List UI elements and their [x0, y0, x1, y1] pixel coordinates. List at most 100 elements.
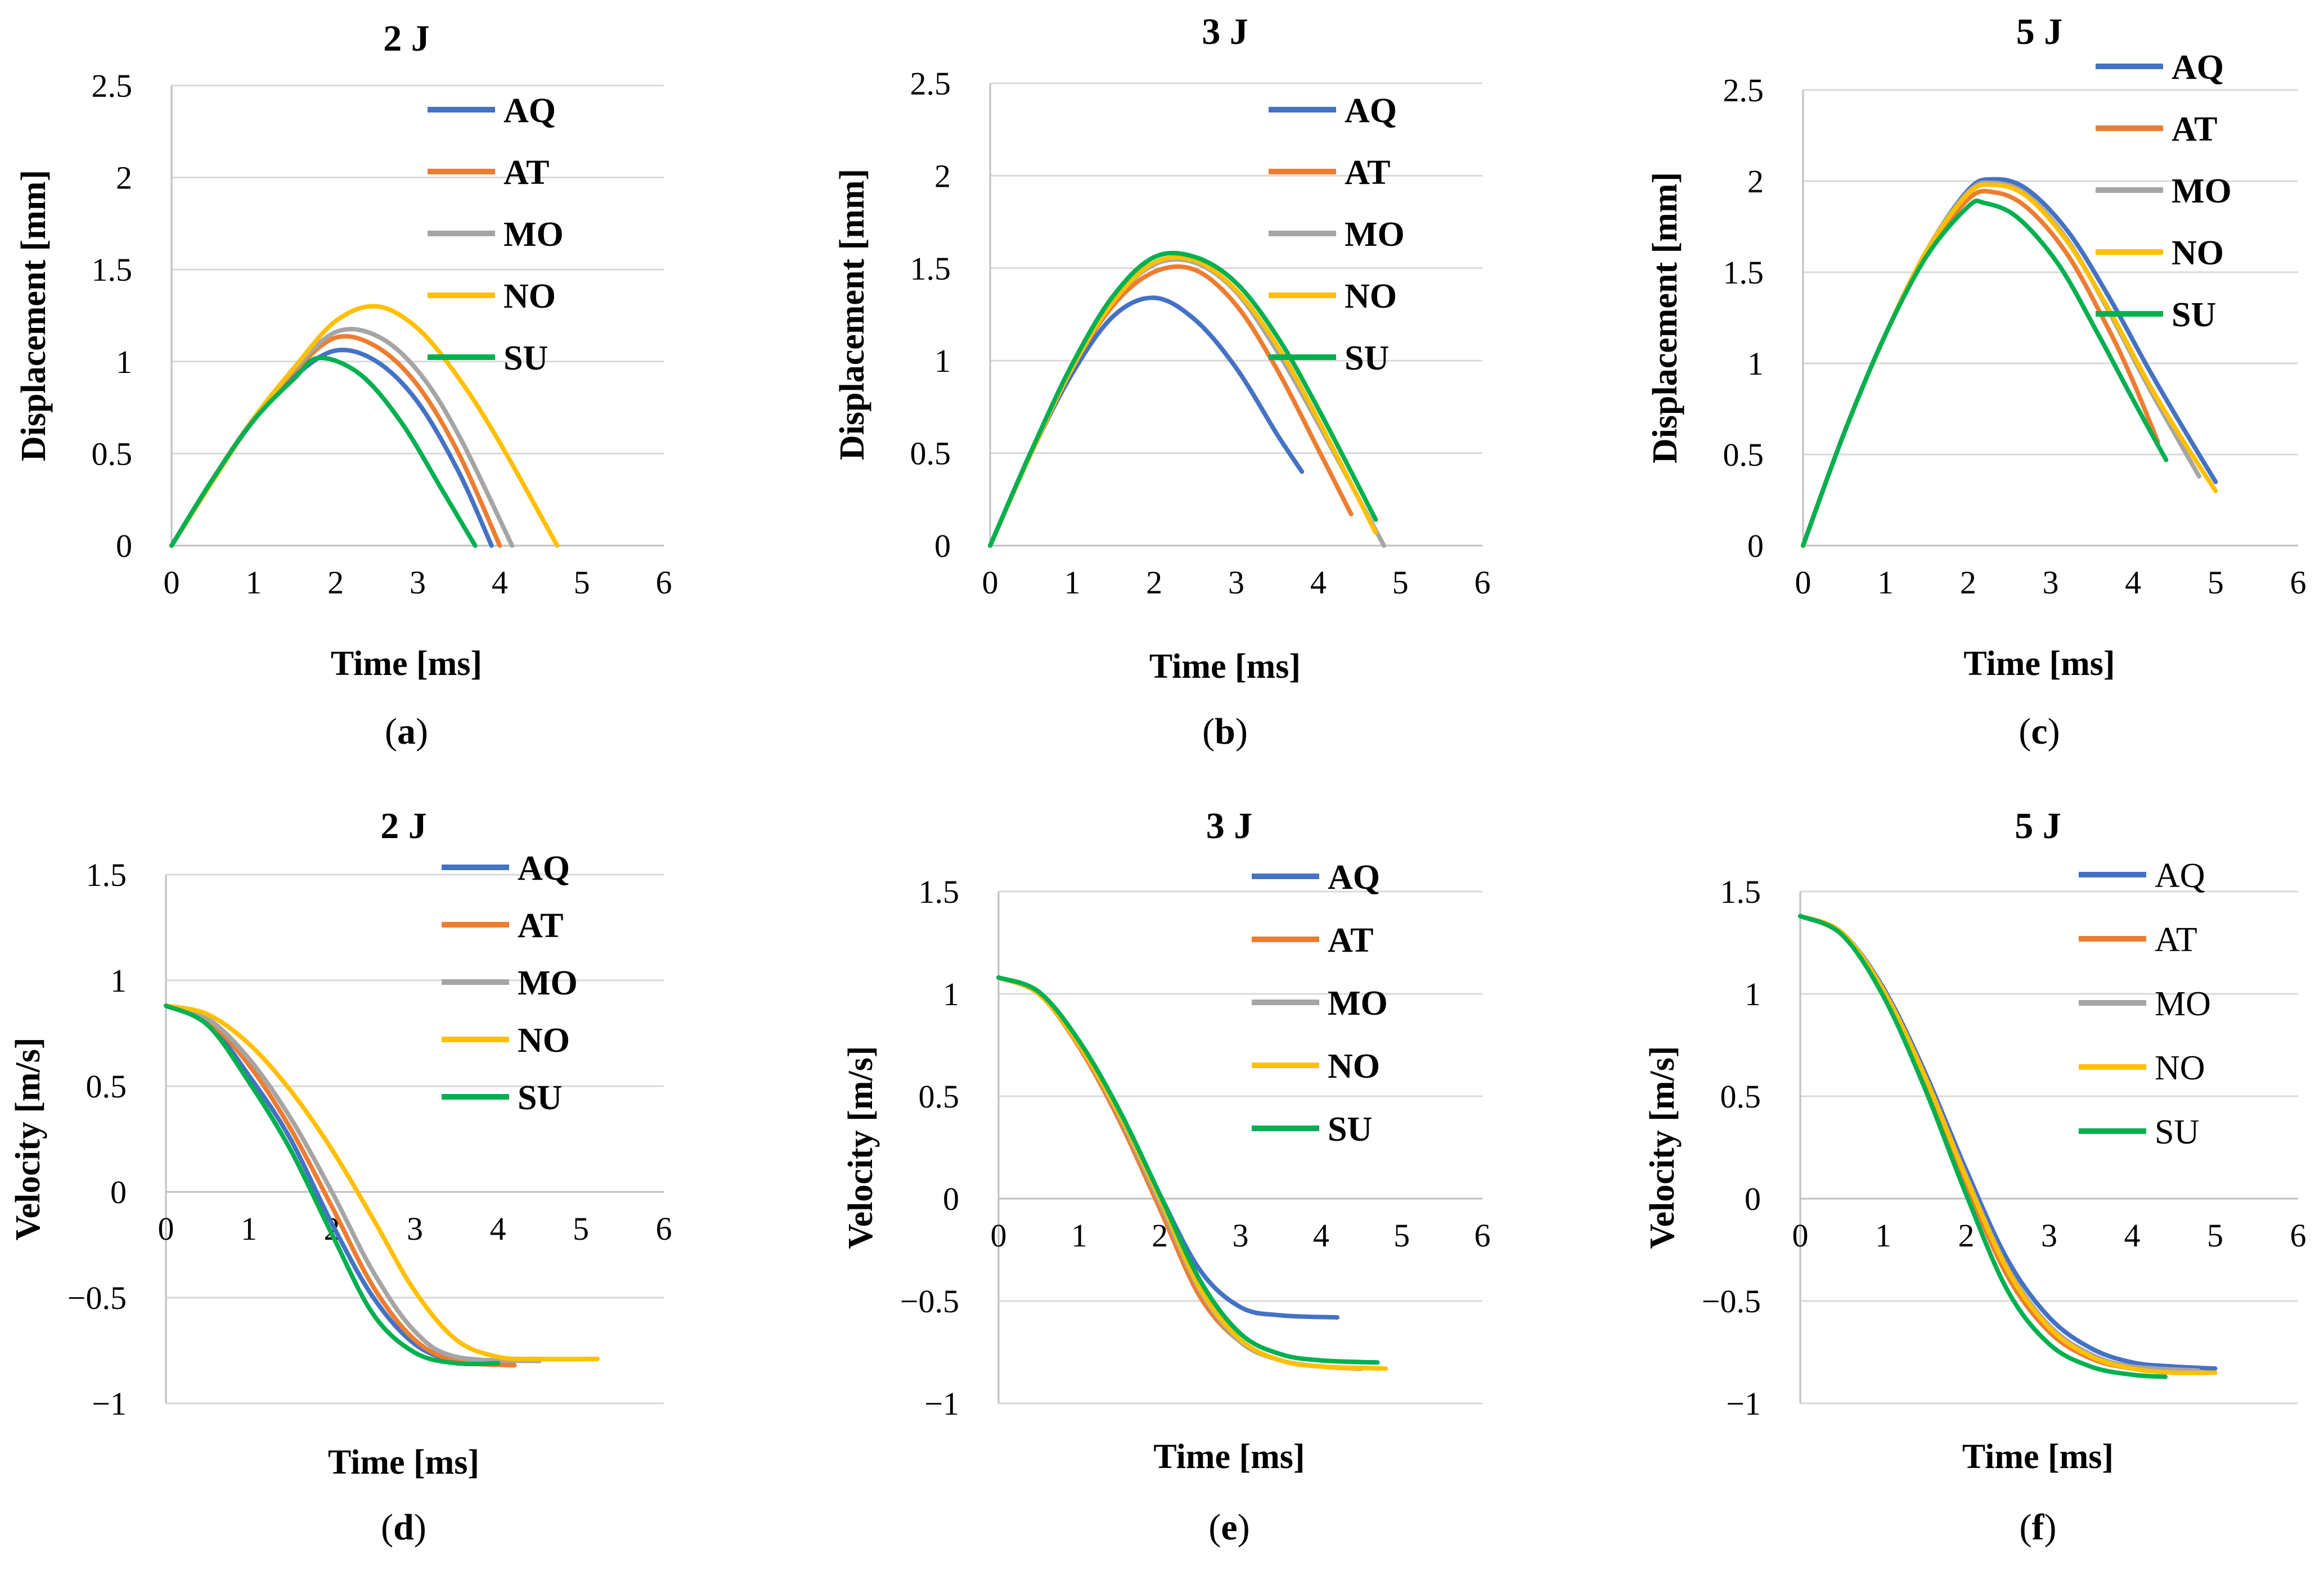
- series-line-aq: [164, 1003, 500, 1365]
- x-tick-label: 4: [2124, 1217, 2141, 1254]
- series-line-su: [988, 250, 1378, 548]
- panel-caption: (f): [2020, 1507, 2057, 1548]
- x-tick-label: 3: [1228, 564, 1244, 601]
- y-tick-label: 1: [1745, 976, 1761, 1012]
- x-tick-label: 0: [164, 564, 180, 601]
- series-line-at: [996, 975, 1364, 1371]
- x-tick-label: 5: [2208, 564, 2224, 601]
- y-tick-label: 0.5: [1720, 1078, 1761, 1115]
- x-tick-label: 5: [1392, 564, 1409, 601]
- legend-label-aq: AQ: [2155, 857, 2205, 895]
- y-tick-label: 1: [943, 976, 959, 1012]
- legend-label-aq: AQ: [1345, 92, 1397, 130]
- y-tick-label: 2.5: [1723, 72, 1764, 109]
- legend-label-at: AT: [1328, 921, 1374, 960]
- series-line-mo: [164, 1003, 542, 1363]
- legend-label-no: NO: [1328, 1047, 1380, 1086]
- x-axis-label: Time [ms]: [1962, 1438, 2114, 1476]
- series-line-aq: [1801, 177, 2218, 548]
- legend-label-no: NO: [504, 277, 556, 316]
- x-tick-label: 3: [1233, 1217, 1249, 1254]
- y-tick-label: 1.5: [919, 874, 960, 910]
- series-line-su: [1801, 199, 2169, 548]
- x-tick-label: 6: [1475, 1217, 1491, 1254]
- series-line-at: [1798, 913, 2184, 1375]
- series-line-su: [164, 1003, 500, 1366]
- legend-label-no: NO: [2172, 234, 2224, 272]
- series-line-su: [169, 355, 478, 548]
- y-tick-label: 0.5: [919, 1078, 960, 1115]
- y-tick-label: 2.5: [910, 65, 951, 102]
- y-tick-label: 1.5: [86, 857, 127, 893]
- y-tick-label: 1: [934, 343, 951, 379]
- series-line-no: [988, 255, 1378, 548]
- legend-label-aq: AQ: [518, 849, 570, 888]
- legend: AQ AT MO NO SU: [1252, 858, 1388, 1149]
- y-axis-label: Displacement [mm]: [833, 169, 871, 460]
- legend-label-aq: AQ: [504, 92, 556, 130]
- x-axis-label: Time [ms]: [1149, 647, 1301, 686]
- legend-label-no: NO: [2155, 1049, 2205, 1087]
- chart-panel-c: 0 0.5 1 1.5 2 2.5 0 1 2 3 4 5 6 5 J Time [ms] Displacem…: [1646, 11, 2307, 752]
- x-tick-label: 5: [2207, 1217, 2223, 1254]
- x-tick-label: 1: [1071, 1217, 1087, 1254]
- y-axis-label: Displacement [mm]: [1646, 172, 1684, 463]
- y-tick-label: 0.5: [910, 435, 951, 472]
- series-line-no: [996, 975, 1388, 1371]
- x-tick-label: 0: [158, 1210, 174, 1247]
- y-axis-label: Velocity [m/s]: [1643, 1046, 1682, 1249]
- panel-caption: (d): [381, 1507, 426, 1548]
- legend-label-su: SU: [1345, 339, 1389, 377]
- legend-label-mo: MO: [2172, 172, 2232, 210]
- x-tick-label: 3: [407, 1210, 423, 1247]
- x-tick-label: 2: [1146, 564, 1162, 601]
- chart-panel-b: 0 0.5 1 1.5 2 2.5 0 1 2 3 4 5 6 3 J Time [ms] Displacem…: [833, 11, 1491, 752]
- x-tick-label: 1: [1875, 1217, 1891, 1254]
- legend-label-su: SU: [2172, 296, 2216, 334]
- x-tick-label: 4: [492, 564, 508, 601]
- x-tick-label: 1: [1877, 564, 1894, 601]
- x-tick-label: 1: [1064, 564, 1080, 601]
- x-tick-label: 6: [1475, 564, 1491, 601]
- x-tick-label: 2: [1960, 564, 1976, 601]
- series-line-at: [988, 264, 1354, 548]
- legend-label-aq: AQ: [2172, 48, 2224, 87]
- series-line-no: [164, 1003, 600, 1362]
- series-line-mo: [1798, 913, 2201, 1373]
- x-tick-label: 3: [2041, 1217, 2057, 1254]
- chart-panel-f: −1 −0.5 0 0.5 1 1.5 0 1 2 3 4 5 6 5 J Time [ms] Velocit…: [1643, 805, 2307, 1548]
- chart-title: 5 J: [2016, 11, 2063, 52]
- y-tick-label: 0: [943, 1181, 959, 1217]
- y-tick-label: 1: [116, 344, 132, 380]
- y-tick-label: 0: [116, 528, 132, 564]
- panel-caption: (c): [2019, 711, 2060, 752]
- y-tick-label: 1.5: [1723, 254, 1764, 291]
- legend-label-at: AT: [2155, 921, 2197, 959]
- x-tick-label: 6: [2290, 564, 2307, 601]
- y-tick-label: −0.5: [900, 1283, 959, 1320]
- legend-label-at: AT: [504, 154, 550, 192]
- series-line-mo: [996, 975, 1388, 1371]
- series-line-su: [1798, 913, 2168, 1379]
- x-axis-label: Time [ms]: [328, 1443, 479, 1482]
- legend-label-at: AT: [518, 907, 564, 945]
- series-line-aq: [169, 348, 494, 548]
- x-tick-label: 6: [656, 564, 672, 601]
- y-tick-label: 2: [116, 160, 132, 196]
- y-tick-label: 1: [1747, 345, 1764, 382]
- legend: AQ AT MO NO SU: [442, 849, 578, 1117]
- legend-label-mo: MO: [1345, 215, 1405, 254]
- chart-panel-a: 0 0.5 1 1.5 2 2.5 0 1 2 3 4 5 6 2 J Time [ms] Displacem…: [15, 18, 672, 752]
- x-tick-label: 6: [656, 1210, 672, 1247]
- x-tick-label: 4: [490, 1210, 506, 1247]
- chart-title: 3 J: [1202, 11, 1248, 52]
- legend-label-at: AT: [1345, 154, 1391, 192]
- x-tick-label: 3: [2043, 564, 2059, 601]
- y-tick-label: 0: [1745, 1181, 1761, 1217]
- legend-label-su: SU: [518, 1079, 562, 1117]
- panel-caption: (a): [385, 711, 428, 752]
- y-tick-label: 0: [110, 1174, 127, 1210]
